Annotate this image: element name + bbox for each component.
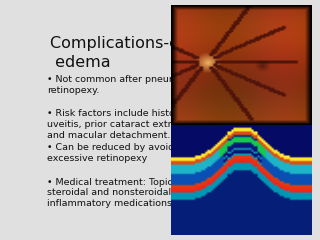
Text: • Not common after pneumatic
retinopexy.: • Not common after pneumatic retinopexy. [47, 75, 196, 95]
Text: • Risk factors include history of
uveitis, prior cataract extraction,
and macula: • Risk factors include history of uveiti… [47, 109, 204, 140]
Text: • Can be reduced by avoiding
excessive retinopexy: • Can be reduced by avoiding excessive r… [47, 143, 189, 163]
Text: • Medical treatment: Topical
steroidal and nonsteroidal anti-
inflammatory medic: • Medical treatment: Topical steroidal a… [47, 178, 196, 208]
Text: Complications-cystoid macular
 edema: Complications-cystoid macular edema [50, 36, 297, 70]
